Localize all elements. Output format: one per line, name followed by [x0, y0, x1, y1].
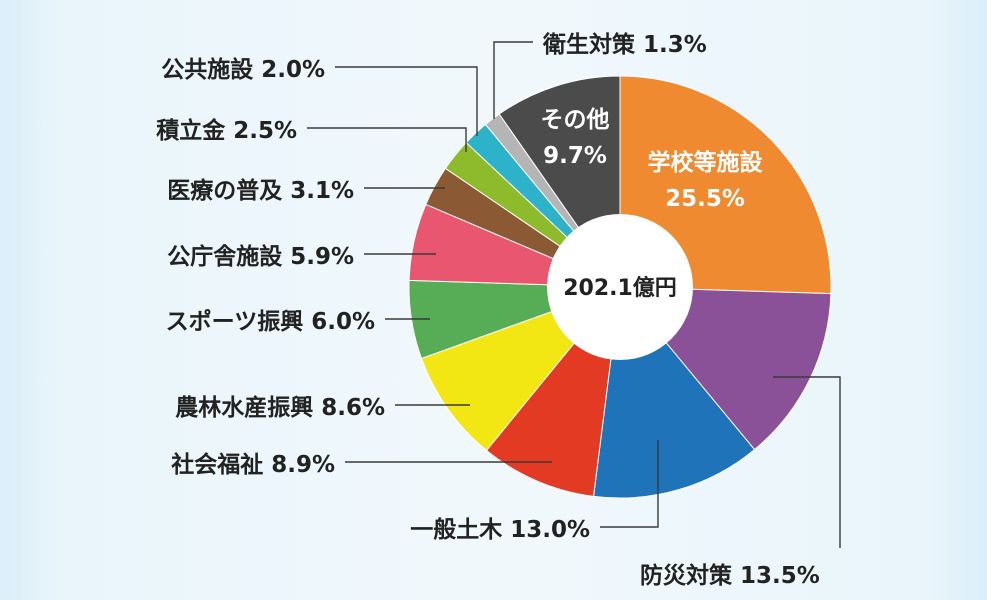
- leader-line: [600, 440, 659, 528]
- slice-label: 公共施設 2.0%: [161, 56, 325, 83]
- slice-value-label: 9.7%: [543, 143, 607, 169]
- slice-label: 衛生対策 1.3%: [542, 31, 707, 58]
- slice-label: 医療の普及 3.1%: [167, 177, 354, 204]
- slice-label: 農林水産振興 8.6%: [175, 394, 385, 421]
- slice-label: スポーツ振興 6.0%: [166, 308, 375, 335]
- slice-label: その他: [541, 107, 610, 133]
- slice-label: 一般土木 13.0%: [410, 516, 590, 543]
- slice-label: 積立金 2.5%: [156, 117, 297, 144]
- slice-label: 公庁舎施設 5.9%: [167, 243, 354, 270]
- slice-value-label: 25.5%: [665, 186, 745, 212]
- donut-hole: [547, 214, 693, 360]
- leader-line: [773, 376, 841, 548]
- slice-label: 防災対策 13.5%: [640, 562, 820, 589]
- slice-label: 社会福祉 8.9%: [171, 451, 335, 478]
- center-total-label: 202.1億円: [563, 275, 677, 301]
- leader-line: [307, 127, 467, 152]
- leader-line: [335, 66, 478, 136]
- slice-label: 学校等施設: [648, 149, 764, 176]
- leader-line: [493, 41, 533, 119]
